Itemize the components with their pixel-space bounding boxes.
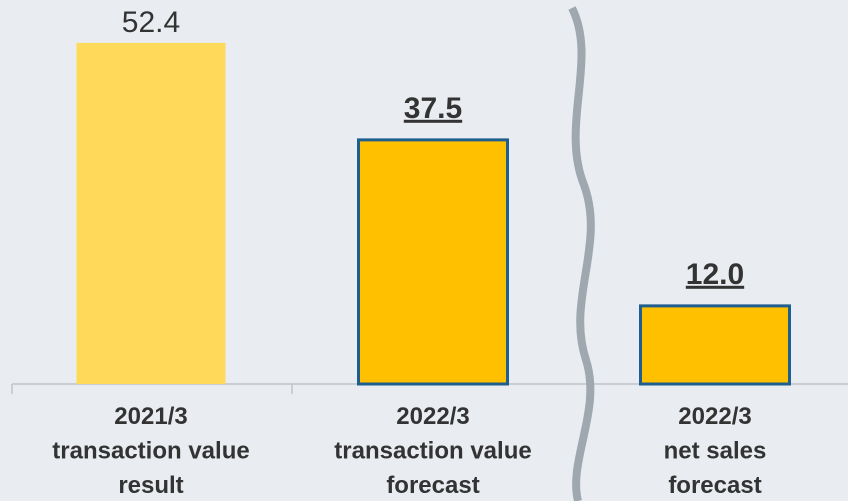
x-tick-label: 2021/3 transaction value result	[52, 403, 249, 499]
break-separator	[568, 6, 595, 501]
value-label: 52.4	[122, 6, 180, 39]
bar	[76, 42, 226, 384]
x-tick-label: 2022/3 transaction value forecast	[334, 403, 531, 499]
value-label: 12.0	[686, 258, 744, 291]
x-tick-label: 2022/3 net sales forecast	[664, 403, 767, 499]
bar	[639, 304, 791, 386]
value-label: 37.5	[404, 92, 462, 125]
bar	[357, 138, 509, 386]
